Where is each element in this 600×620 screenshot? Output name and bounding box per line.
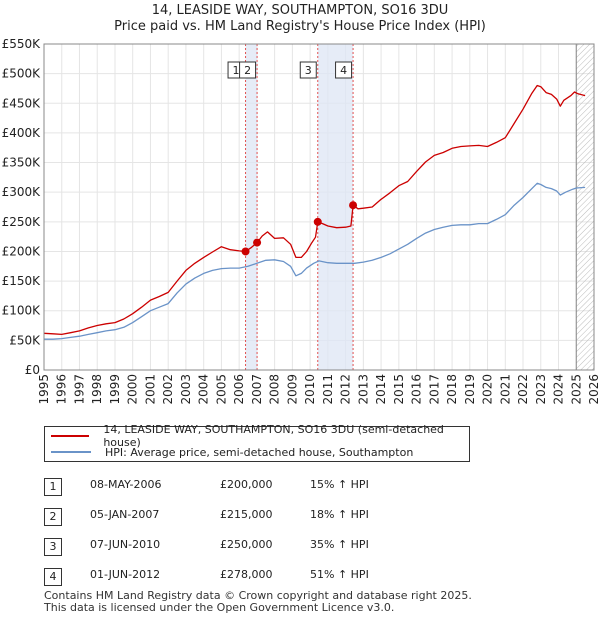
- sale-span-shade: [317, 44, 354, 370]
- y-tick-label: £150K: [2, 274, 42, 288]
- sale-row: 1 08-MAY-2006 £200,000 15% ↑ HPI: [44, 476, 584, 496]
- x-tick-label: 2018: [445, 374, 459, 405]
- sale-label-box: [335, 61, 353, 79]
- sale-number-badge: 4: [44, 568, 62, 586]
- x-tick-label: 2026: [587, 374, 600, 405]
- sale-row: 2 05-JAN-2007 £215,000 18% ↑ HPI: [44, 506, 584, 526]
- legend-item-hpi: HPI: Average price, semi-detached house,…: [51, 444, 413, 460]
- footer-licence: This data is licensed under the Open Gov…: [44, 601, 395, 614]
- chart-title: 14, LEASIDE WAY, SOUTHAMPTON, SO16 3DU: [151, 3, 449, 18]
- sale-label-box: [239, 61, 257, 79]
- series-line-property: [43, 84, 586, 336]
- legend-label-hpi: HPI: Average price, semi-detached house,…: [105, 445, 414, 459]
- sale-label: 3: [305, 64, 312, 77]
- sale-hpi-change: 35% ↑ HPI: [310, 538, 369, 551]
- x-tick-label: 2002: [161, 374, 175, 405]
- chart-subtitle: Price paid vs. HM Land Registry's House …: [114, 19, 486, 34]
- y-tick-label: £500K: [2, 67, 42, 81]
- projection-hatch: [576, 44, 594, 370]
- sale-date: 05-JAN-2007: [90, 508, 160, 521]
- sale-point: [313, 217, 322, 226]
- legend-label-property: 14, LEASIDE WAY, SOUTHAMPTON, SO16 3DU (…: [103, 423, 444, 449]
- x-tick-label: 2012: [339, 374, 353, 405]
- x-tick-label: 1995: [37, 374, 51, 405]
- legend-swatch-property: [51, 435, 90, 437]
- sale-price: £250,000: [220, 538, 273, 551]
- sale-number-badge: 2: [44, 508, 62, 526]
- y-tick-label: £300K: [2, 185, 42, 199]
- price-chart: 1 2 3 4 £0 £50K £100K £150K £200K £250K £300K £350K…: [2, 37, 600, 405]
- sale-label: 4: [340, 64, 347, 77]
- y-tick-label: £250K: [2, 215, 42, 229]
- x-tick-label: 2009: [285, 374, 299, 405]
- sale-row: 3 07-JUN-2010 £250,000 35% ↑ HPI: [44, 536, 584, 556]
- x-tick-label: 2006: [232, 374, 246, 405]
- x-tick-label: 2015: [392, 374, 406, 405]
- y-tick-label: £400K: [2, 126, 42, 140]
- x-tick-label: 2016: [410, 374, 424, 405]
- x-tick-label: 2007: [250, 374, 264, 405]
- x-tick-label: 2017: [427, 374, 441, 405]
- y-tick-label: £0: [25, 363, 40, 377]
- sale-label: 1: [233, 64, 240, 77]
- sale-label: 2: [244, 64, 251, 77]
- sale-number-badge: 1: [44, 478, 62, 496]
- x-tick-label: 1999: [108, 374, 122, 405]
- sale-span-shade: [245, 44, 258, 370]
- y-tick-label: £100K: [2, 304, 42, 318]
- sale-point: [253, 238, 262, 247]
- x-tick-label: 1997: [72, 374, 86, 405]
- sale-date: 07-JUN-2010: [90, 538, 161, 551]
- y-tick-label: £450K: [2, 96, 42, 110]
- sale-price: £278,000: [220, 568, 273, 581]
- legend-item-property: 14, LEASIDE WAY, SOUTHAMPTON, SO16 3DU (…: [51, 423, 469, 449]
- plot-frame: [43, 43, 595, 371]
- y-tick-label: £200K: [2, 244, 42, 258]
- x-tick-label: 2024: [552, 374, 566, 405]
- sale-point: [349, 201, 358, 210]
- x-tick-label: 2021: [498, 374, 512, 405]
- sale-label-box: [299, 61, 317, 79]
- x-tick-label: 2014: [374, 374, 388, 405]
- x-tick-label: 2025: [569, 374, 583, 405]
- legend-swatch-hpi: [51, 451, 91, 453]
- x-tick-label: 2003: [179, 374, 193, 405]
- sale-hpi-change: 51% ↑ HPI: [310, 568, 369, 581]
- footer-copyright: Contains HM Land Registry data © Crown c…: [44, 589, 472, 602]
- x-tick-label: 2011: [321, 374, 335, 405]
- sale-row: 4 01-JUN-2012 £278,000 51% ↑ HPI: [44, 566, 584, 586]
- x-tick-label: 2001: [143, 374, 157, 405]
- x-tick-label: 2000: [126, 374, 140, 405]
- y-tick-label: £350K: [2, 156, 42, 170]
- x-tick-label: 2008: [268, 374, 282, 405]
- x-tick-label: 2010: [303, 374, 317, 405]
- x-tick-label: 2005: [214, 374, 228, 405]
- x-tick-label: 2004: [197, 374, 211, 405]
- sale-number-badge: 3: [44, 538, 62, 556]
- x-tick-label: 1996: [55, 374, 69, 405]
- x-tick-label: 1998: [90, 374, 104, 405]
- sale-date: 08-MAY-2006: [90, 478, 162, 491]
- y-tick-label: £50K: [9, 333, 41, 347]
- x-tick-label: 2022: [516, 374, 530, 405]
- sale-price: £200,000: [220, 478, 273, 491]
- x-tick-label: 2013: [356, 374, 370, 405]
- sale-date: 01-JUN-2012: [90, 568, 161, 581]
- sale-point: [241, 247, 250, 256]
- sale-hpi-change: 18% ↑ HPI: [310, 508, 369, 521]
- y-tick-label: £550K: [2, 37, 42, 51]
- legend: 14, LEASIDE WAY, SOUTHAMPTON, SO16 3DU (…: [44, 423, 470, 462]
- x-tick-label: 2020: [481, 374, 495, 405]
- x-tick-label: 2023: [534, 374, 548, 405]
- sale-hpi-change: 15% ↑ HPI: [310, 478, 369, 491]
- sale-price: £215,000: [220, 508, 273, 521]
- x-tick-label: 2019: [463, 374, 477, 405]
- series-line-hpi: [44, 182, 586, 340]
